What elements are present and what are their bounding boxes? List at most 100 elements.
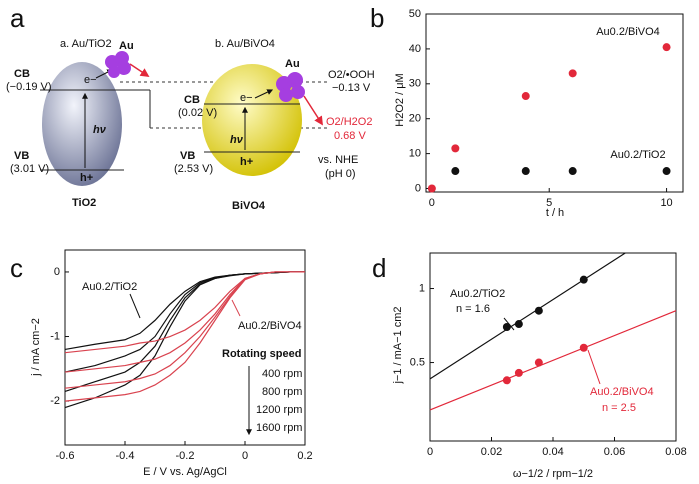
x-tick-label: 10 <box>660 197 672 209</box>
annotation: Au0.2/BiVO4 <box>596 26 660 38</box>
label: (3.01 V) <box>10 163 49 175</box>
x-tick-label: 5 <box>546 197 552 209</box>
x-axis-label: t / h <box>546 207 564 219</box>
annotation: n = 2.5 <box>602 402 636 414</box>
label: −0.13 V <box>332 82 371 94</box>
x-tick-label: -0.6 <box>56 450 75 462</box>
label: O2/H2O2 <box>326 116 372 128</box>
x-tick-label: 0.08 <box>665 446 686 458</box>
point <box>568 167 577 176</box>
curve <box>429 252 626 380</box>
label: vs. NHE <box>318 154 358 166</box>
point <box>427 184 436 193</box>
label: VB <box>14 150 29 162</box>
label: VB <box>180 150 195 162</box>
y-tick-label: 50 <box>409 8 421 20</box>
annotation: Rotating speed <box>222 348 301 360</box>
x-tick-label: -0.4 <box>116 450 135 462</box>
electron-arrow <box>254 89 274 99</box>
y-tick-label: 40 <box>409 43 421 55</box>
x-tick-label: 0.02 <box>481 446 502 458</box>
y-axis-label: j−1 / mA−1 cm2 <box>392 306 404 384</box>
label: e− <box>84 74 97 86</box>
y-tick-label: 1 <box>419 282 425 294</box>
point <box>534 306 543 315</box>
band-diagram: a. Au/TiO2 Au CB (−0.19 V) e− hν VB (3.0… <box>6 38 375 212</box>
point <box>568 69 577 78</box>
annotation: 400 rpm <box>262 368 302 380</box>
panel-letter: c <box>10 253 23 283</box>
annotation: 1600 rpm <box>256 422 302 434</box>
x-axis-label: E / V vs. Ag/AgCl <box>143 466 227 478</box>
label: O2/•OOH <box>328 69 375 81</box>
annotation: Au0.2/BiVO4 <box>590 386 654 398</box>
plot-frame <box>425 13 684 193</box>
au-cluster <box>105 51 305 102</box>
y-tick-label: -1 <box>50 330 60 342</box>
point <box>579 343 588 352</box>
point <box>521 92 530 101</box>
point <box>502 323 511 332</box>
label: Au <box>119 40 134 52</box>
annotation: n = 1.6 <box>456 303 490 315</box>
reduction-arrow <box>303 95 323 126</box>
label: h+ <box>80 172 93 184</box>
x-tick-label: 0 <box>242 450 248 462</box>
x-tick-label: 0.06 <box>604 446 625 458</box>
label: h+ <box>240 156 253 168</box>
annotation: Au0.2/TiO2 <box>610 149 665 161</box>
label: hν <box>230 134 244 146</box>
x-tick-label: 0.04 <box>542 446 563 458</box>
y-tick-label: 20 <box>409 113 421 125</box>
panel-letter: d <box>372 253 386 283</box>
panel-letter: b <box>370 3 384 33</box>
y-axis-label: j / mA cm−2 <box>30 318 42 377</box>
annotation: 800 rpm <box>262 386 302 398</box>
annotation: Au0.2/BiVO4 <box>238 320 302 332</box>
label: CB <box>14 68 30 80</box>
y-axis-label: H2O2 / μM <box>394 73 406 126</box>
x-tick-label: 0.2 <box>297 450 312 462</box>
y-tick-label: 30 <box>409 78 421 90</box>
point <box>534 358 543 367</box>
label: (2.53 V) <box>174 163 213 175</box>
label: (0.02 V) <box>178 107 217 119</box>
point <box>514 320 523 329</box>
curve <box>64 271 305 402</box>
label: CB <box>184 94 200 106</box>
point <box>514 368 523 377</box>
point <box>521 167 530 176</box>
leader-line <box>231 299 241 317</box>
label: b. Au/BiVO4 <box>215 38 275 50</box>
annotation: Au0.2/TiO2 <box>82 281 137 293</box>
label: BiVO4 <box>232 200 266 212</box>
reduction-arrow <box>129 63 150 77</box>
label: (pH 0) <box>325 168 356 180</box>
curve <box>429 310 677 411</box>
leader-line <box>129 293 141 319</box>
point <box>662 43 671 52</box>
y-tick-label: 0 <box>415 182 421 194</box>
label: 0.68 V <box>334 130 366 142</box>
point <box>662 167 671 176</box>
label: hν <box>93 124 107 136</box>
leader-line <box>587 349 601 385</box>
label: a. Au/TiO2 <box>60 38 112 50</box>
y-tick-label: 0.5 <box>410 356 425 368</box>
point <box>451 167 460 176</box>
label: e− <box>240 92 253 104</box>
x-tick-label: 0 <box>427 446 433 458</box>
point <box>579 275 588 284</box>
bivo4-particle <box>202 64 302 176</box>
x-axis-label: ω−1/2 / rpm−1/2 <box>513 468 593 480</box>
y-tick-label: -2 <box>50 395 60 407</box>
label: TiO2 <box>72 197 96 209</box>
y-tick-label: 0 <box>54 266 60 278</box>
y-tick-label: 10 <box>409 148 421 160</box>
label: (−0.19 V) <box>6 81 52 93</box>
plot-frame <box>429 252 677 442</box>
label: Au <box>285 58 300 70</box>
point <box>502 376 511 385</box>
panel-letter: a <box>10 3 25 33</box>
